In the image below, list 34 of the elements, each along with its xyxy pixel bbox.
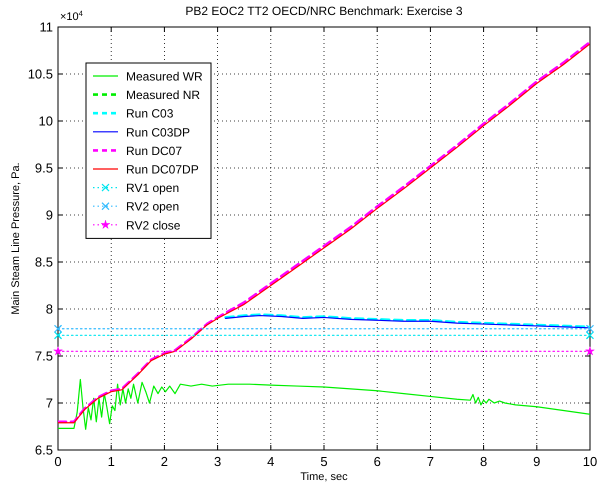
y-tick-label: 6.5 bbox=[34, 442, 53, 458]
y-tick-label: 10.5 bbox=[28, 66, 53, 82]
legend-label: RV2 close bbox=[126, 218, 181, 232]
y-tick-label: 11 bbox=[40, 20, 53, 34]
x-axis-title: Time, sec bbox=[300, 471, 348, 483]
x-tick-label: 4 bbox=[267, 454, 274, 469]
legend-label: Run DC07DP bbox=[126, 162, 199, 176]
legend-label: RV2 open bbox=[126, 200, 180, 214]
y-tick-label: 7 bbox=[46, 396, 53, 410]
text: ×10$^{4}$ bbox=[60, 8, 84, 23]
y-tick-label: 9.5 bbox=[34, 160, 53, 176]
legend-label: Measured WR bbox=[126, 70, 204, 84]
x-tick-label: 9 bbox=[533, 454, 540, 469]
x-tick-label: 3 bbox=[214, 454, 222, 469]
x-tick-label: 8 bbox=[480, 454, 488, 469]
x-tick-label: 0 bbox=[54, 454, 62, 469]
y-tick-label: 10 bbox=[38, 114, 53, 128]
chart-title: PB2 EOC2 TT2 OECD/NRC Benchmark: Exercise 3 bbox=[185, 4, 463, 18]
x-tick-label: 2 bbox=[160, 454, 168, 469]
x-tick-label: 7 bbox=[426, 454, 434, 469]
legend-label: RV1 open bbox=[126, 181, 180, 196]
x-tick-label: 5 bbox=[320, 454, 328, 469]
x-tick-label: 1 bbox=[108, 454, 115, 469]
legend-label: Run DC07 bbox=[126, 144, 182, 158]
x-tick-label: 6 bbox=[374, 454, 381, 469]
y-tick-label: 7.5 bbox=[34, 348, 53, 364]
legend-label: Run C03DP bbox=[126, 125, 190, 140]
y-tick-label: 8.5 bbox=[34, 254, 53, 270]
legend-label: Measured NR bbox=[126, 88, 200, 102]
y-tick-label: 8 bbox=[46, 302, 53, 316]
legend-label: Run C03 bbox=[126, 106, 174, 121]
y-axis-title: Main Steam Line Pressure, Pa. bbox=[10, 162, 22, 315]
y-tick-label: 9 bbox=[46, 208, 53, 222]
x-tick-label: 10 bbox=[582, 454, 598, 469]
